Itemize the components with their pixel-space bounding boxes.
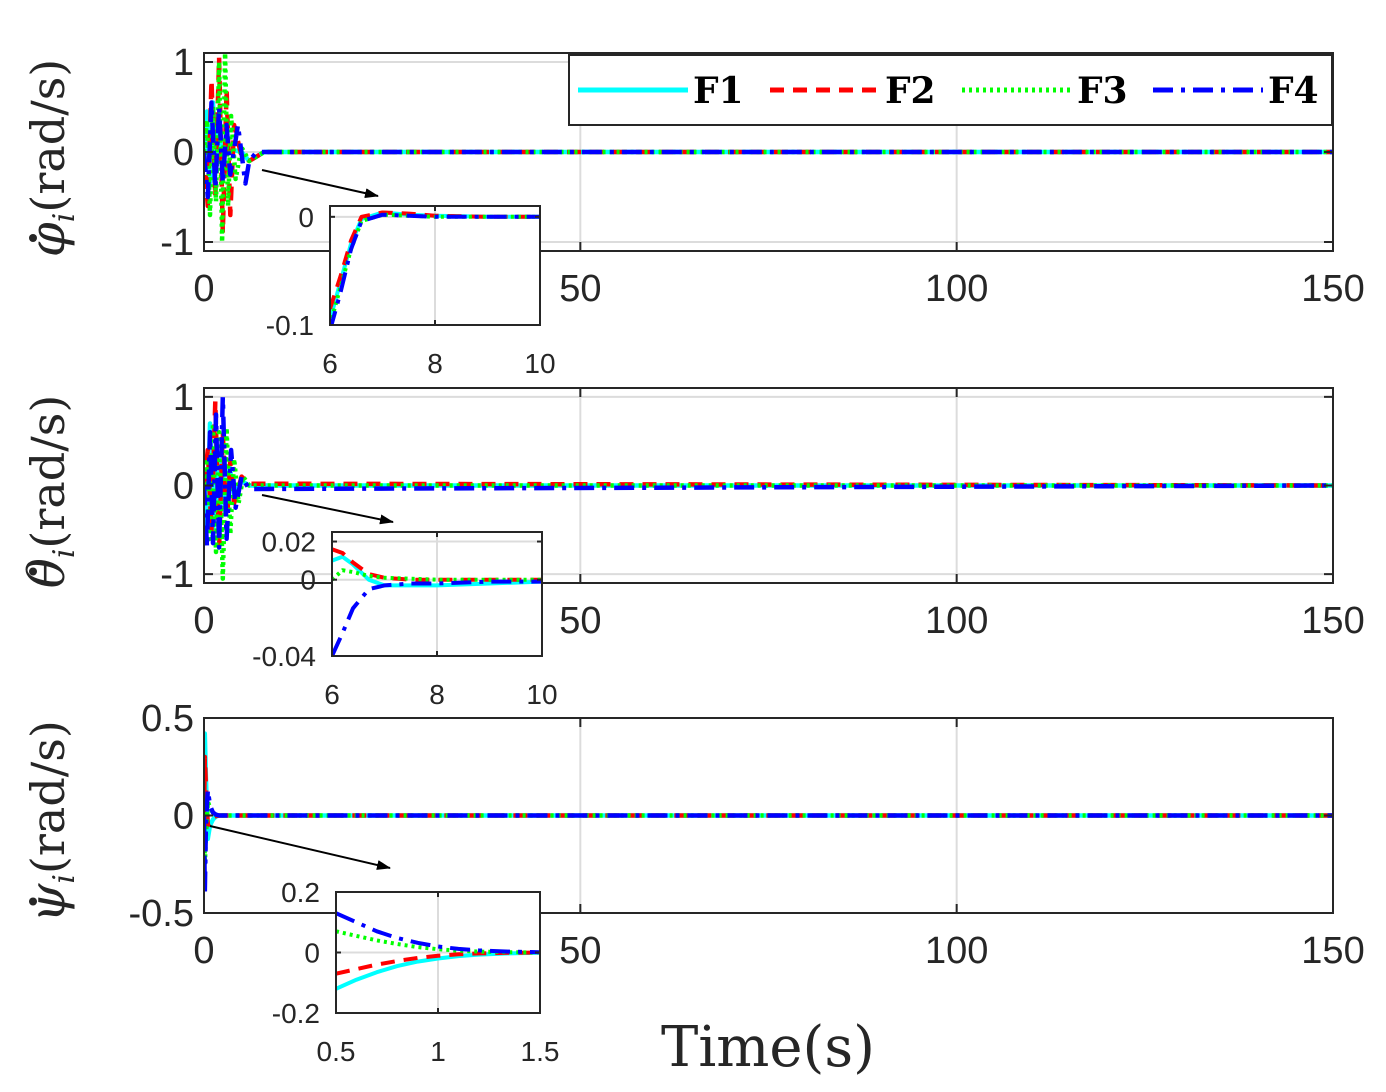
y-label-dot xyxy=(29,897,37,906)
y-label-dot xyxy=(29,234,37,242)
inset-y-tick-label: 0 xyxy=(300,565,316,596)
inset-y-tick-label: -0.2 xyxy=(272,998,320,1029)
legend: F1 F2 F3 F4 xyxy=(568,54,1333,126)
y-label-dot xyxy=(29,567,37,576)
inset-x-tick-label: 10 xyxy=(526,679,557,710)
x-tick-label: 100 xyxy=(925,600,988,642)
inset-y-tick-label: 0.02 xyxy=(262,527,317,558)
y-axis-label: φi(rad/s) xyxy=(18,59,82,257)
inset-series-f1 xyxy=(336,950,540,991)
inset-x-tick-label: 8 xyxy=(427,348,443,379)
inset-axes: 6 8 10 -0.04 0 0.02 xyxy=(252,527,557,710)
y-tick-label: 0 xyxy=(173,466,194,508)
series-group xyxy=(204,394,1333,581)
x-tick-label: 100 xyxy=(925,930,988,972)
zoom-arrow xyxy=(261,169,379,199)
inset-series-f3 xyxy=(336,929,540,955)
inset-y-tick-label: -0.04 xyxy=(252,641,316,672)
y-tick-label: -1 xyxy=(160,222,194,264)
series-f3 xyxy=(204,799,1333,867)
inset-series-f3 xyxy=(330,212,540,325)
inset-x-tick-label: 1.5 xyxy=(521,1036,560,1067)
y-tick-label: 0 xyxy=(173,796,194,838)
zoom-arrow xyxy=(209,825,391,870)
x-tick-label: 50 xyxy=(559,930,601,972)
inset-x-tick-label: 6 xyxy=(324,679,340,710)
inset-series-f3 xyxy=(332,568,542,582)
x-tick-label: 0 xyxy=(193,600,214,642)
x-tick-label: 150 xyxy=(1301,930,1364,972)
y-axis-label: ψi(rad/s) xyxy=(18,720,82,923)
inset-x-tick-label: 1 xyxy=(430,1036,446,1067)
x-tick-label: 0 xyxy=(193,930,214,972)
inset-series-f2 xyxy=(336,950,540,976)
zoom-arrow xyxy=(261,494,394,525)
series-f4 xyxy=(204,100,1333,200)
inset-y-tick-label: 0.2 xyxy=(281,877,320,908)
inset-y-tick-label: 0 xyxy=(298,202,314,233)
y-tick-label: -0.5 xyxy=(129,893,194,935)
series-f3 xyxy=(204,53,1333,245)
y-tick-label: 0.5 xyxy=(141,698,194,740)
legend-label-f3: F3 xyxy=(1077,70,1128,112)
series-group xyxy=(204,53,1333,245)
inset-series-f2 xyxy=(330,210,540,310)
inset-series-group xyxy=(336,911,540,991)
inset-y-tick-label: 0 xyxy=(304,938,320,969)
x-tick-label: 100 xyxy=(925,268,988,310)
inset-axes: 6 8 10 -0.1 0 xyxy=(266,202,556,379)
inset-x-tick-label: 8 xyxy=(429,679,445,710)
subplot-3: 0 50 100 150-0.500.5ψi(rad/s)0.5 1 1.5-0.200.… xyxy=(18,698,1365,1067)
inset-y-tick-label: -0.1 xyxy=(266,310,314,341)
inset-series-f4 xyxy=(330,212,540,325)
y-tick-label: 0 xyxy=(173,132,194,174)
x-tick-label: 50 xyxy=(559,268,601,310)
x-tick-label: 0 xyxy=(193,268,214,310)
y-tick-label: 1 xyxy=(173,377,194,419)
series-group xyxy=(204,731,1333,896)
inset-axes: 0.5 1 1.5 -0.2 0 0.2 xyxy=(272,877,560,1067)
y-axis-label: θi(rad/s) xyxy=(18,395,82,589)
legend-label-f2: F2 xyxy=(885,70,936,112)
inset-series-f4 xyxy=(332,579,542,656)
x-tick-label: 50 xyxy=(559,600,601,642)
x-axis-label: Time(s) xyxy=(661,1015,875,1080)
series-f4 xyxy=(204,787,1333,896)
series-f4 xyxy=(204,394,1333,550)
inset-x-tick-label: 10 xyxy=(524,348,555,379)
y-tick-label: 1 xyxy=(173,42,194,84)
inset-series-group xyxy=(332,547,542,656)
y-tick-label: -1 xyxy=(160,554,194,596)
inset-series-f2 xyxy=(332,547,542,582)
x-tick-label: 150 xyxy=(1301,268,1364,310)
inset-x-tick-label: 6 xyxy=(322,348,338,379)
inset-series-f4 xyxy=(336,911,540,955)
inset-series-group xyxy=(330,210,540,325)
legend-label-f4: F4 xyxy=(1268,70,1319,112)
legend-label-f1: F1 xyxy=(693,70,744,112)
inset-x-tick-label: 0.5 xyxy=(317,1036,356,1067)
x-tick-label: 150 xyxy=(1301,600,1364,642)
